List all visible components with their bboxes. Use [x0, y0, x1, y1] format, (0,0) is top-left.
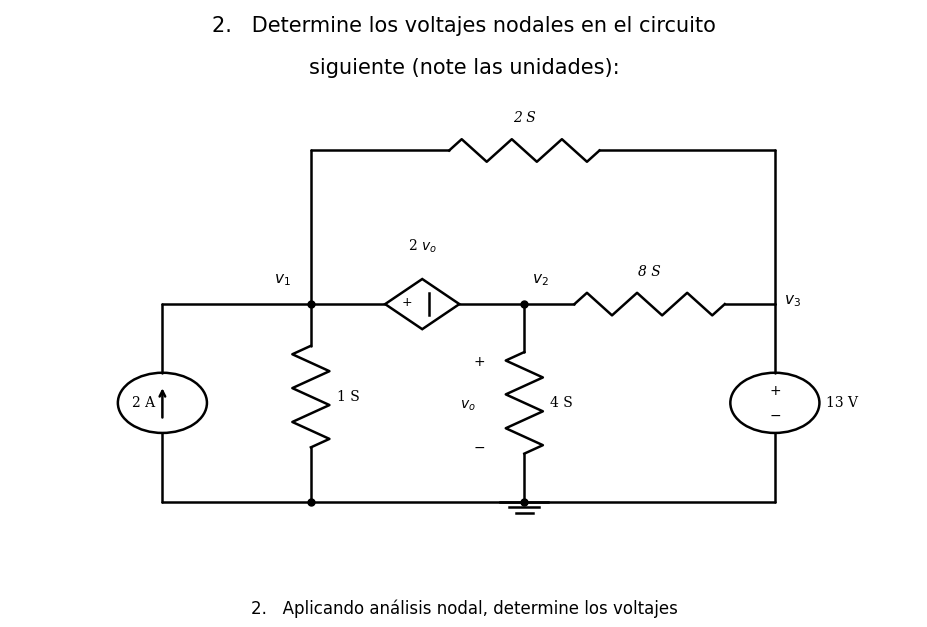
Text: +: +: [474, 355, 485, 369]
Text: +: +: [768, 384, 780, 398]
Text: $v_1$: $v_1$: [273, 273, 290, 288]
Text: 13 V: 13 V: [825, 396, 857, 410]
Text: $v_3$: $v_3$: [783, 293, 800, 309]
Text: 2 $v_o$: 2 $v_o$: [407, 238, 437, 255]
Text: 2.   Determine los voltajes nodales en el circuito: 2. Determine los voltajes nodales en el …: [212, 16, 715, 36]
Text: siguiente (note las unidades):: siguiente (note las unidades):: [309, 58, 618, 78]
Text: −: −: [474, 441, 485, 455]
Text: 4 S: 4 S: [550, 396, 573, 410]
Text: $v_o$: $v_o$: [460, 399, 476, 413]
Text: 8 S: 8 S: [638, 265, 660, 279]
Text: +: +: [400, 297, 412, 309]
Text: 1 S: 1 S: [337, 389, 360, 404]
Text: 2 A: 2 A: [132, 396, 155, 410]
Text: −: −: [768, 408, 780, 423]
Text: 2.   Aplicando análisis nodal, determine los voltajes: 2. Aplicando análisis nodal, determine l…: [250, 599, 677, 618]
Text: $v_2$: $v_2$: [531, 273, 548, 288]
Text: 2 S: 2 S: [513, 112, 535, 125]
